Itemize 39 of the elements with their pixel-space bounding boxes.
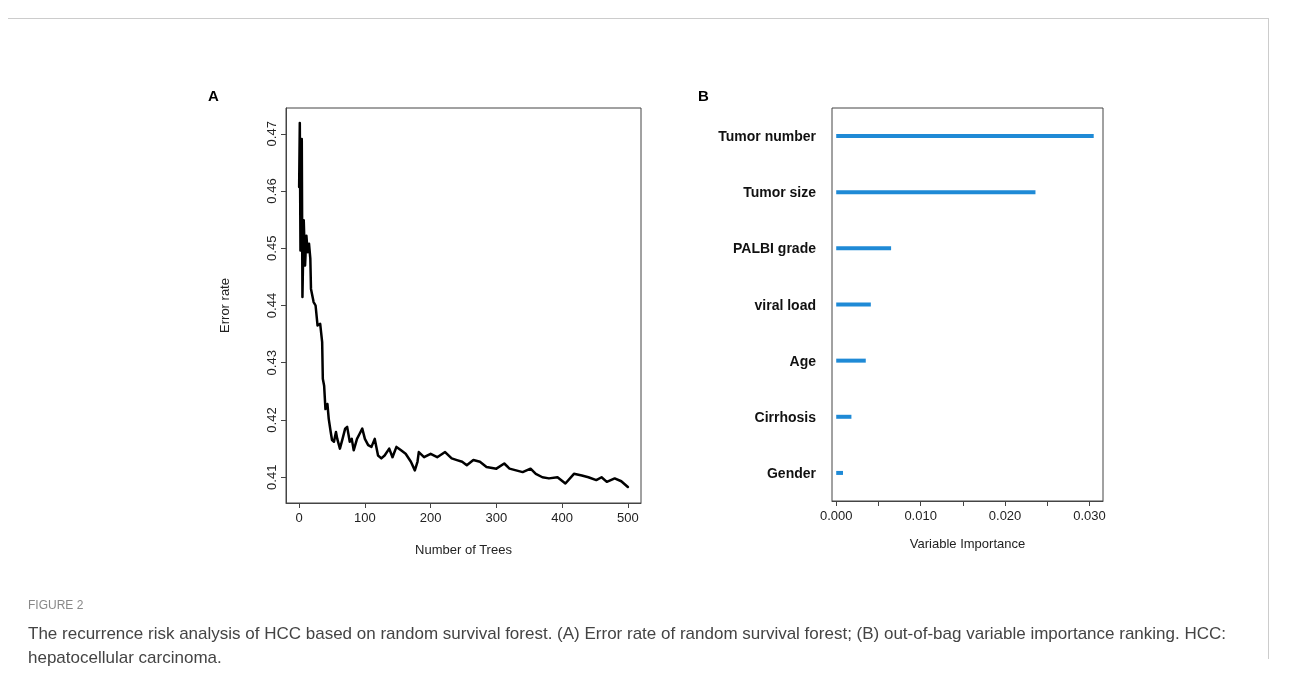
bar <box>836 358 866 363</box>
x-tick-label: 300 <box>485 510 508 525</box>
bar <box>836 302 871 307</box>
chart-title: A <box>208 87 219 104</box>
y-tick-label: 0.44 <box>264 292 279 319</box>
x-tick-label: 0 <box>295 510 303 525</box>
y-tick-label: 0.42 <box>264 407 279 433</box>
y-tick-label: 0.43 <box>264 350 279 376</box>
y-tick-label: Gender <box>766 464 817 481</box>
y-tick-label: Tumor number <box>718 128 817 145</box>
y-tick-label: Tumor size <box>743 184 817 201</box>
y-tick-label: 0.45 <box>264 235 279 261</box>
text: The recurrence risk analysis of HCC based on random survival forest. (A) Error rate of random survival forest; (B) out-of-bag variable importance ranking. HCC: hepatocellular carcinoma. <box>28 623 1227 669</box>
x-tick-label: 400 <box>551 510 573 525</box>
caption: FIGURE 2 <box>28 598 85 612</box>
bar <box>836 470 843 475</box>
bar <box>836 246 892 251</box>
bar <box>836 414 852 419</box>
y-tick-label: Cirrhosis <box>754 408 817 425</box>
y-tick-label: Age <box>789 352 817 369</box>
x-tick-label: 0.020 <box>988 508 1022 523</box>
x-tick-label: 0.030 <box>1073 508 1106 523</box>
y-tick-label: 0.46 <box>264 178 279 204</box>
line-series <box>297 121 630 489</box>
x-tick-label: 0.000 <box>819 508 853 523</box>
x-tick-label: 500 <box>617 510 639 525</box>
text: B <box>698 87 709 104</box>
bar <box>836 134 1094 139</box>
y-tick-label: 0.41 <box>264 464 279 490</box>
x-axis-title: Number of Trees <box>415 542 513 557</box>
x-axis-title: Variable Importance <box>909 536 1026 551</box>
y-tick-label: 0.47 <box>264 121 279 147</box>
x-tick-label: 0.010 <box>904 508 937 523</box>
bar <box>836 190 1036 195</box>
y-axis-title: Error rate <box>217 278 232 333</box>
x-tick-label: 200 <box>419 510 442 525</box>
x-tick-label: 100 <box>354 510 376 525</box>
y-tick-label: PALBI grade <box>733 240 817 257</box>
y-tick-label: viral load <box>754 296 816 313</box>
